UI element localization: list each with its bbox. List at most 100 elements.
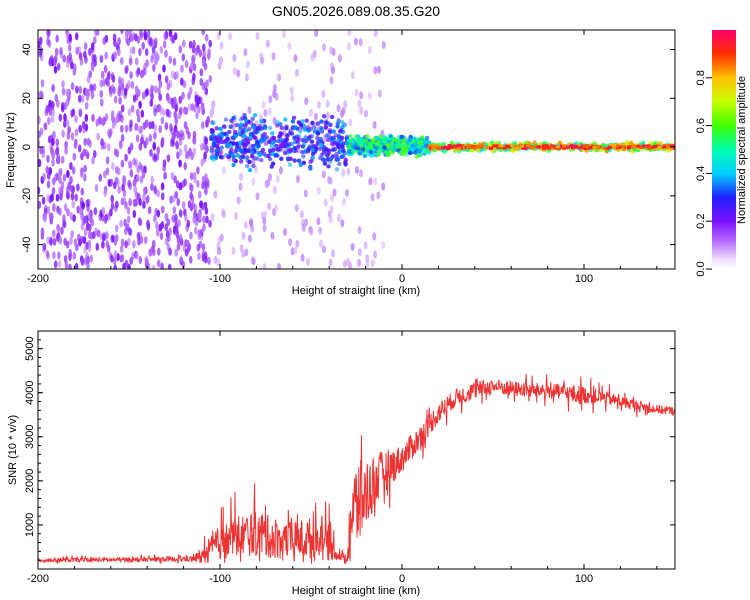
- heatmap-cell: [207, 52, 211, 61]
- heatmap-cell: [175, 114, 179, 123]
- heatmap-cell: [337, 54, 342, 63]
- heatmap-cell: [204, 33, 209, 42]
- heatmap-cell: [96, 132, 100, 141]
- heatmap-cell: [156, 146, 160, 155]
- heatmap-cell: [296, 120, 302, 125]
- heatmap-cell: [301, 223, 306, 232]
- heatmap-cell: [159, 232, 164, 241]
- heatmap-cell: [110, 234, 115, 243]
- heatmap-cell: [205, 145, 209, 154]
- heatmap-cell: [179, 182, 183, 191]
- heatmap-cell: [53, 58, 57, 66]
- heatmap-cell: [368, 149, 374, 155]
- heatmap-cell: [119, 245, 124, 253]
- heatmap-cell: [69, 212, 74, 221]
- heatmap-cell: [68, 263, 72, 269]
- heatmap-cell: [586, 146, 590, 150]
- heatmap-cell: [83, 173, 87, 182]
- heatmap-cell: [382, 145, 387, 150]
- heatmap-cell: [251, 257, 256, 266]
- heatmap-cell: [250, 224, 255, 233]
- heatmap-cell: [130, 80, 135, 89]
- heatmap-cell: [59, 192, 63, 201]
- heatmap-cell: [377, 89, 382, 98]
- heatmap-cell: [63, 255, 68, 263]
- heatmap-cell: [334, 152, 339, 157]
- heatmap-cell: [69, 236, 73, 245]
- heatmap-cell: [241, 134, 246, 139]
- heatmap-cell: [128, 57, 133, 66]
- heatmap-cell: [218, 150, 223, 155]
- heatmap-cell: [146, 263, 151, 269]
- heatmap-cell: [239, 159, 244, 164]
- heatmap-cell: [74, 193, 78, 202]
- heatmap-cell: [80, 187, 85, 196]
- heatmap-cell: [242, 144, 247, 149]
- heatmap-cell: [132, 94, 137, 103]
- snr-frame: [37, 330, 676, 570]
- heatmap-cell: [381, 182, 386, 191]
- heatmap-cell: [71, 108, 76, 117]
- colorbar-ticks: 0.0 0.2 0.4 0.6 0.8: [695, 70, 712, 277]
- heatmap-cell: [197, 252, 201, 261]
- heatmap-cell: [100, 70, 105, 79]
- heatmap-cell: [96, 229, 101, 238]
- heatmap-cell: [244, 248, 249, 257]
- heatmap-cell: [623, 145, 628, 149]
- heatmap-cell: [191, 55, 195, 63]
- heatmap-cell: [204, 206, 209, 215]
- heatmap-cell: [134, 123, 138, 131]
- heatmap-cell: [129, 142, 134, 151]
- heatmap-cell: [345, 141, 350, 146]
- heatmap-cell: [376, 152, 381, 157]
- heatmap-cell: [413, 139, 419, 144]
- heatmap-cell: [174, 104, 179, 113]
- heatmap-cell: [365, 254, 370, 262]
- heatmap-cell: [153, 131, 157, 140]
- heatmap-cell: [136, 67, 141, 76]
- heatmap-cell: [124, 201, 128, 210]
- heatmap-cell: [64, 261, 69, 269]
- heatmap-cell: [124, 240, 128, 249]
- heatmap-cell: [117, 37, 121, 46]
- heatmap-cell: [55, 34, 59, 43]
- heatmap-cell: [80, 257, 85, 265]
- heatmap-cell: [300, 253, 305, 262]
- heatmap-cell: [104, 51, 108, 60]
- heatmap-cell: [83, 215, 87, 224]
- heatmap-cell: [646, 144, 651, 148]
- heatmap-cell: [248, 146, 254, 152]
- heatmap-cell: [179, 106, 183, 115]
- heatmap-cell: [244, 163, 250, 169]
- heatmap-cell: [54, 173, 58, 182]
- heatmap-cell: [46, 37, 50, 46]
- heatmap-cell: [359, 91, 364, 100]
- heatmap-cell: [615, 144, 620, 148]
- heatmap-cell: [420, 135, 425, 140]
- heatmap-cell: [137, 217, 142, 226]
- heatmap-cell: [173, 32, 178, 41]
- heatmap-cell: [218, 126, 223, 132]
- heatmap-cell: [283, 228, 287, 237]
- heatmap-cell: [124, 30, 129, 38]
- heatmap-cell: [402, 148, 407, 153]
- heatmap-cell: [113, 250, 118, 259]
- spectrogram-frame: [37, 29, 676, 270]
- heatmap-cell: [171, 214, 175, 223]
- heatmap-cell: [350, 243, 355, 251]
- heatmap-cell: [144, 48, 149, 57]
- heatmap-cell: [70, 192, 75, 201]
- heatmap-cell: [269, 144, 275, 149]
- heatmap-cell: [636, 144, 641, 148]
- heatmap-cell: [130, 104, 135, 113]
- heatmap-cell: [102, 170, 107, 179]
- heatmap-cell: [272, 185, 277, 194]
- heatmap-cell: [172, 194, 176, 203]
- heatmap-cell: [93, 207, 98, 216]
- x-tick-label: 0: [399, 273, 405, 285]
- heatmap-cell: [354, 37, 358, 46]
- heatmap-cell: [71, 185, 75, 194]
- heatmap-cell: [111, 162, 115, 171]
- heatmap-cell: [370, 259, 375, 268]
- heatmap-cell: [238, 122, 244, 127]
